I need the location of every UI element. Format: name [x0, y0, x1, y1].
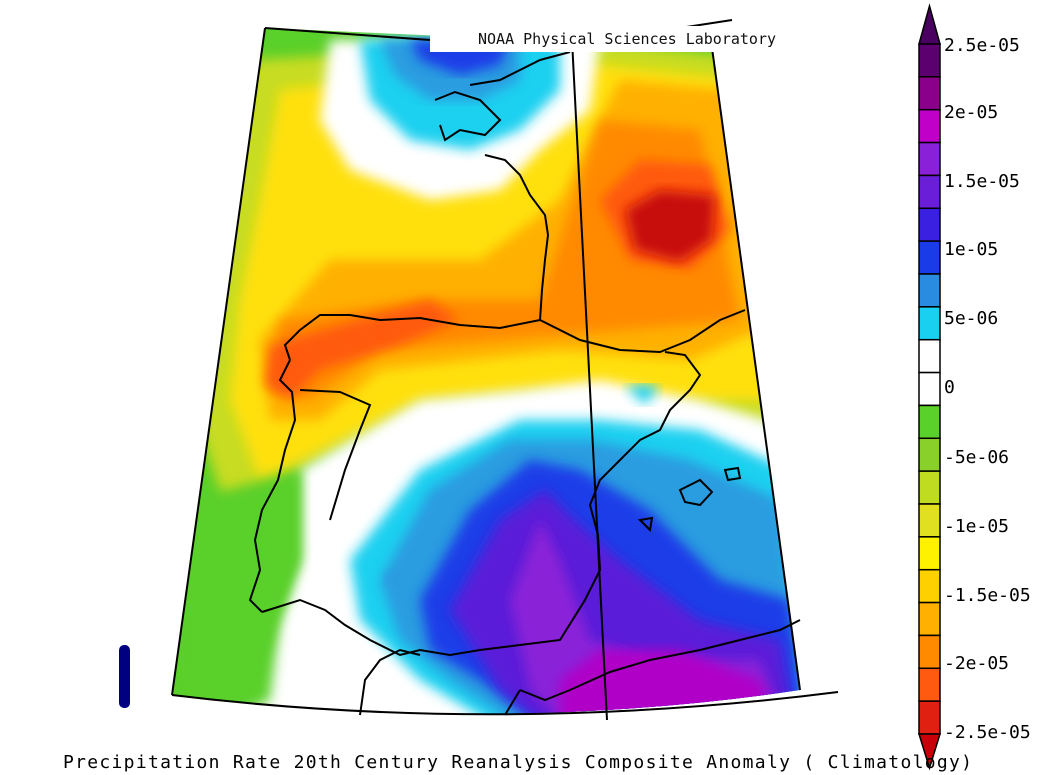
projection-grid [171, 19, 839, 721]
colorbar-tick-label: 5e-06 [944, 308, 999, 329]
colorbar-tick-label: 2.5e-05 [944, 35, 1020, 56]
colorbar-tick-label: -5e-06 [944, 447, 1010, 468]
colorbar-tick-label: -1e-05 [944, 516, 1010, 537]
precipitation-anomaly-field [172, 28, 800, 714]
colorbar-cell [918, 174, 941, 210]
colorbar-tick-label: 0 [944, 377, 955, 398]
colorbar-cell [918, 437, 941, 472]
colorbar-cell [918, 601, 941, 637]
colorbar-cell [918, 240, 941, 275]
colorbar-cell [918, 634, 941, 670]
colorbar-arrow-bottom [917, 733, 942, 771]
colorbar-tick-label: -1.5e-05 [944, 585, 1031, 606]
colorbar-cell [918, 667, 941, 702]
colorbar-cell [918, 273, 941, 308]
colorbar-cell [918, 568, 941, 604]
colorbar-cell [918, 700, 941, 735]
colorbar-tick-label: 1e-05 [944, 239, 999, 260]
colorbar-tick-label: 2e-05 [944, 102, 999, 123]
map-caption: Precipitation Rate 20th Century Reanalys… [63, 752, 974, 773]
colorbar-tick-label: -2e-05 [944, 653, 1010, 674]
coastlines [248, 51, 801, 716]
colorbar-arrow-top [918, 3, 941, 45]
colorbar-cell [918, 306, 941, 341]
colorbar-cell [918, 404, 941, 440]
colorbar-cell [918, 470, 941, 505]
colorbar-cell [918, 338, 941, 374]
colorbar-cell [918, 43, 941, 78]
colorbar-cell [918, 76, 941, 111]
colorbar-tick-label: 1.5e-05 [944, 171, 1020, 192]
colorbar-cell [918, 371, 941, 407]
colorbar-cell [918, 503, 941, 538]
colorbar-tick-label: -2.5e-05 [944, 722, 1031, 743]
colorbar-cell [918, 536, 941, 571]
colorbar-cell [918, 207, 941, 242]
colorbar-cell [918, 108, 941, 144]
colorbar-cell [918, 141, 941, 177]
credit-label: NOAA Physical Sciences Laboratory [430, 26, 800, 52]
edge-marker [119, 645, 130, 708]
